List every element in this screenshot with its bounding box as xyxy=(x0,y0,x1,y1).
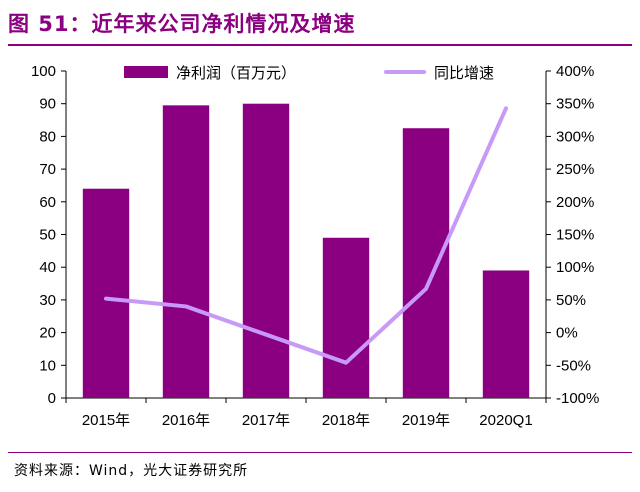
right-tick-label: 300% xyxy=(556,128,594,145)
left-tick-label: 20 xyxy=(39,325,56,342)
left-tick-label: 90 xyxy=(39,96,56,113)
legend-bar-swatch xyxy=(124,66,168,78)
x-tick-label: 2019年 xyxy=(402,412,450,429)
left-tick-label: 30 xyxy=(39,292,56,309)
bar-2016年 xyxy=(162,105,210,399)
right-tick-label: 200% xyxy=(556,194,594,211)
left-tick-label: 40 xyxy=(39,259,56,276)
bar-2019年 xyxy=(402,128,450,398)
right-tick-label: 400% xyxy=(556,63,594,80)
bar-2015年 xyxy=(82,188,130,398)
footer-divider xyxy=(8,452,632,453)
bar-2017年 xyxy=(242,103,290,398)
legend-line-label: 同比增速 xyxy=(434,65,494,82)
left-tick-label: 0 xyxy=(48,390,56,407)
bar-2018年 xyxy=(322,237,370,398)
right-tick-label: 350% xyxy=(556,96,594,113)
right-tick-label: 0% xyxy=(556,325,578,342)
x-tick-label: 2018年 xyxy=(322,412,370,429)
x-tick-label: 2016年 xyxy=(162,412,210,429)
right-tick-label: -100% xyxy=(556,390,599,407)
source-note: 资料来源：Wind，光大证券研究所 xyxy=(14,463,249,479)
left-tick-label: 50 xyxy=(39,227,56,244)
left-tick-label: 60 xyxy=(39,194,56,211)
left-tick-label: 100 xyxy=(31,63,56,80)
x-tick-label: 2020Q1 xyxy=(479,412,532,429)
left-tick-label: 70 xyxy=(39,161,56,178)
left-tick-label: 80 xyxy=(39,128,56,145)
right-tick-label: 150% xyxy=(556,227,594,244)
legend-bar-label: 净利润（百万元） xyxy=(176,65,296,82)
right-tick-label: 50% xyxy=(556,292,586,309)
bar-2020Q1 xyxy=(482,270,530,398)
net-profit-chart: 0 10 20 30 40 50 60 70 80 90 100 -100% -50% 0% 50% 100… xyxy=(31,63,599,429)
right-tick-label: 100% xyxy=(556,259,594,276)
right-tick-label: -50% xyxy=(556,357,591,374)
x-tick-label: 2015年 xyxy=(82,412,130,429)
left-tick-label: 10 xyxy=(39,357,56,374)
x-tick-label: 2017年 xyxy=(242,412,290,429)
figure-title: 图 51：近年来公司净利情况及增速 xyxy=(8,12,356,36)
title-divider xyxy=(8,44,632,46)
growth-rate-line xyxy=(104,106,508,365)
right-tick-label: 250% xyxy=(556,161,594,178)
